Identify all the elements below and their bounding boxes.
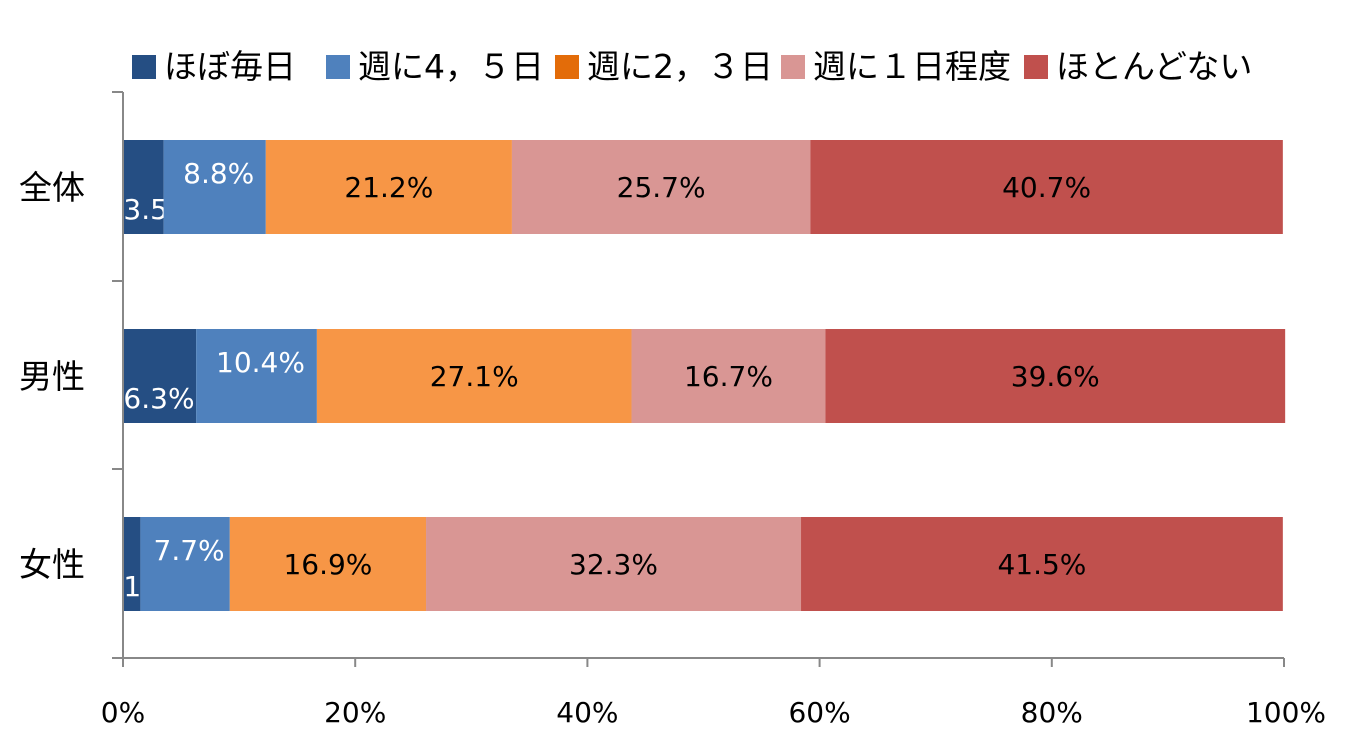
data-label: 10.4% (216, 346, 305, 379)
legend-swatch (555, 55, 579, 79)
bar-segment (123, 329, 197, 423)
bar-segment (140, 517, 230, 611)
legend: ほぼ毎日 週に4，５日 週に2，３日 週に１日程度 ほとんどない (132, 47, 1252, 86)
legend-label: ほぼ毎日 (164, 47, 296, 86)
data-label: 40.7% (1002, 171, 1091, 204)
legend-item: 週に１日程度 (781, 47, 1011, 86)
bar-segment (123, 517, 141, 611)
data-label: 7.7% (154, 534, 225, 567)
plot-area: 3.5%8.8% 21.2% 25.7% 40.7%6.3%10.4% 27.1% 16.… (123, 140, 1286, 611)
bar-segment (123, 140, 164, 234)
legend-swatch (132, 55, 156, 79)
legend-item: ほとんどない (1024, 47, 1252, 86)
data-label: 16.7% (684, 360, 773, 393)
legend-label: 週に2，３日 (587, 47, 773, 86)
x-tick-label: 20% (324, 696, 386, 729)
bar-segment (229, 517, 427, 611)
legend-swatch (781, 55, 805, 79)
bar-segment (511, 140, 811, 234)
x-tick-label: 40% (556, 696, 618, 729)
x-tick-label: 60% (788, 696, 850, 729)
data-label: 6.3% (123, 382, 194, 415)
category-label: 全体 (19, 168, 85, 207)
bar-segment (316, 329, 632, 423)
legend-label: 週に4，５日 (358, 47, 544, 86)
data-label: 41.5% (997, 548, 1086, 581)
data-label: 27.1% (430, 360, 519, 393)
data-label: 39.6% (1011, 360, 1100, 393)
legend-item: 週に4，５日 (326, 47, 544, 86)
bar-segment (631, 329, 826, 423)
data-label: 32.3% (569, 548, 658, 581)
data-label: 16.9% (283, 548, 372, 581)
bar-segment (426, 517, 802, 611)
x-tick-label: 0% (101, 696, 145, 729)
bar-segment (265, 140, 512, 234)
x-tick-label: 100% (1246, 696, 1326, 729)
bar-segment (196, 329, 317, 423)
data-label: 21.2% (344, 171, 433, 204)
data-label: 25.7% (617, 171, 706, 204)
bar-segment (163, 140, 266, 234)
bar-segment (825, 329, 1286, 423)
legend-label: 週に１日程度 (813, 47, 1011, 86)
legend-item: ほぼ毎日 (132, 47, 296, 86)
data-label: 8.8% (183, 157, 254, 190)
x-tick-label: 80% (1021, 696, 1083, 729)
bar-segment (810, 140, 1283, 234)
legend-label: ほとんどない (1056, 47, 1252, 86)
legend-swatch (1024, 55, 1048, 79)
category-label: 男性 (19, 357, 85, 396)
bar-segment (801, 517, 1283, 611)
category-label: 女性 (19, 545, 85, 584)
legend-swatch (326, 55, 350, 79)
legend-item: 週に2，３日 (555, 47, 773, 86)
